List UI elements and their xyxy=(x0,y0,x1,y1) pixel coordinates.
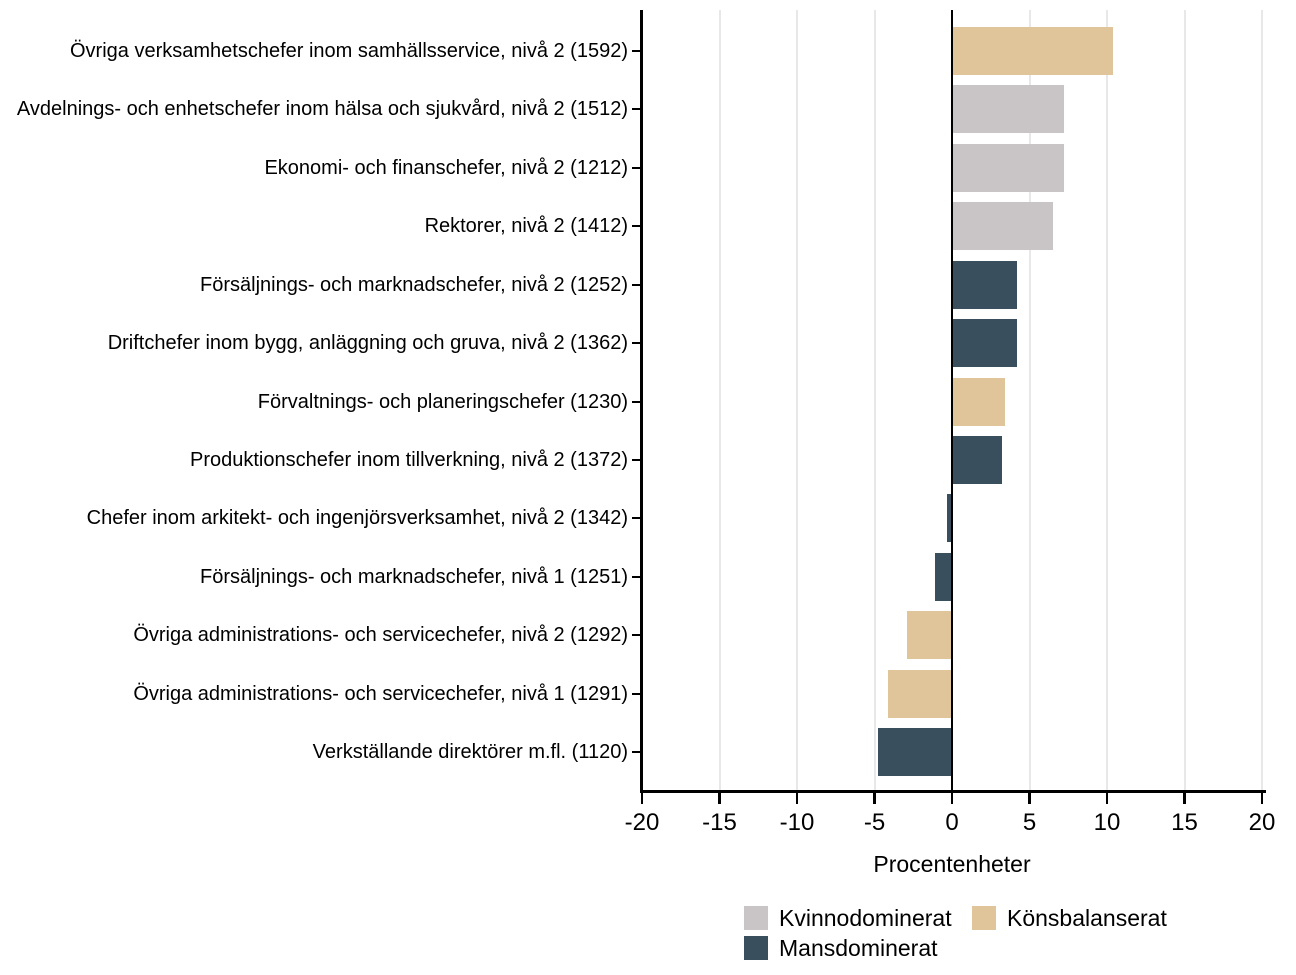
legend-label-mansdominerat: Mansdominerat xyxy=(779,935,938,961)
gridline xyxy=(796,10,798,790)
y-tick xyxy=(632,283,642,286)
y-tick xyxy=(632,225,642,228)
category-label: Försäljnings- och marknadschefer, nivå 2… xyxy=(200,273,628,296)
y-tick xyxy=(632,108,642,111)
gridline xyxy=(1183,10,1186,790)
gridline xyxy=(873,10,876,790)
category-label: Övriga verksamhetschefer inom samhällsse… xyxy=(70,40,628,62)
x-tick xyxy=(718,792,721,804)
category-label: Försäljnings- och marknadschefer, nivå 1… xyxy=(200,565,628,588)
y-tick xyxy=(632,751,642,754)
bar-k-nsbalanserat xyxy=(952,27,1114,75)
x-tick xyxy=(1028,792,1031,804)
y-tick xyxy=(632,517,642,520)
category-label: Avdelnings- och enhetschefer inom hälsa … xyxy=(16,98,628,121)
bar-mansdominerat xyxy=(952,260,1018,309)
category-label: Produktionschefer inom tillverkning, niv… xyxy=(190,449,628,471)
legend-label-k-nsbalanserat: Könsbalanserat xyxy=(1007,905,1167,931)
y-tick xyxy=(632,342,642,345)
x-tick xyxy=(1183,792,1186,804)
y-tick xyxy=(632,575,642,578)
x-axis-line xyxy=(639,789,1266,793)
legend-swatch-k-nsbalanserat xyxy=(972,906,996,930)
bar-k-nsbalanserat xyxy=(952,377,1005,426)
bar-mansdominerat xyxy=(877,728,952,777)
x-tick xyxy=(795,792,799,804)
x-tick-label: 10 xyxy=(1093,809,1121,836)
legend-swatch-mansdominerat xyxy=(744,936,768,960)
x-tick-label: -15 xyxy=(702,809,737,836)
category-label: Rektorer, nivå 2 (1412) xyxy=(424,215,628,238)
gridline xyxy=(718,10,721,790)
x-tick xyxy=(873,792,876,804)
bar-mansdominerat xyxy=(934,552,952,601)
x-tick-label: 15 xyxy=(1171,809,1198,836)
gridline xyxy=(1261,10,1263,790)
bar-kvinnodominerat xyxy=(952,202,1053,251)
category-label: Ekonomi- och finanschefer, nivå 2 (1212) xyxy=(264,156,628,179)
gridline xyxy=(1106,10,1108,790)
legend-label-kvinnodominerat: Kvinnodominerat xyxy=(779,905,952,931)
x-tick-label: -20 xyxy=(624,809,660,836)
category-label: Förvaltnings- och planeringschefer (1230… xyxy=(257,390,628,413)
gridline xyxy=(1028,10,1031,790)
x-tick-label: -5 xyxy=(863,809,886,836)
x-tick-label: 20 xyxy=(1248,809,1276,836)
zero-line xyxy=(950,10,954,793)
x-tick-label: -10 xyxy=(779,809,815,836)
bar-k-nsbalanserat xyxy=(907,611,952,660)
y-tick xyxy=(632,459,642,461)
x-tick xyxy=(1260,792,1264,804)
y-tick xyxy=(632,166,642,169)
bar-kvinnodominerat xyxy=(952,85,1064,134)
category-label: Chefer inom arkitekt- och ingenjörsverks… xyxy=(86,507,628,530)
category-label: Övriga administrations- och servicechefe… xyxy=(133,624,628,647)
x-tick-label: 5 xyxy=(1022,809,1037,836)
category-label: Övriga administrations- och servicechefe… xyxy=(133,682,628,705)
x-tick xyxy=(950,792,954,804)
bar-mansdominerat xyxy=(947,494,952,543)
x-axis-title: Procentenheter xyxy=(873,851,1031,877)
category-label: Verkställande direktörer m.fl. (1120) xyxy=(312,741,628,764)
x-tick xyxy=(640,792,644,804)
y-tick xyxy=(632,400,642,403)
bar-mansdominerat xyxy=(952,436,1002,484)
y-tick xyxy=(632,692,642,695)
bar-mansdominerat xyxy=(952,319,1018,368)
y-tick xyxy=(632,50,642,52)
bar-k-nsbalanserat xyxy=(888,669,952,718)
legend-swatch-kvinnodominerat xyxy=(744,906,768,930)
category-label: Driftchefer inom bygg, anläggning och gr… xyxy=(107,332,628,355)
bar-kvinnodominerat xyxy=(952,143,1064,192)
x-tick xyxy=(1105,792,1109,804)
y-tick xyxy=(632,634,642,637)
x-tick-label: 0 xyxy=(945,809,959,836)
